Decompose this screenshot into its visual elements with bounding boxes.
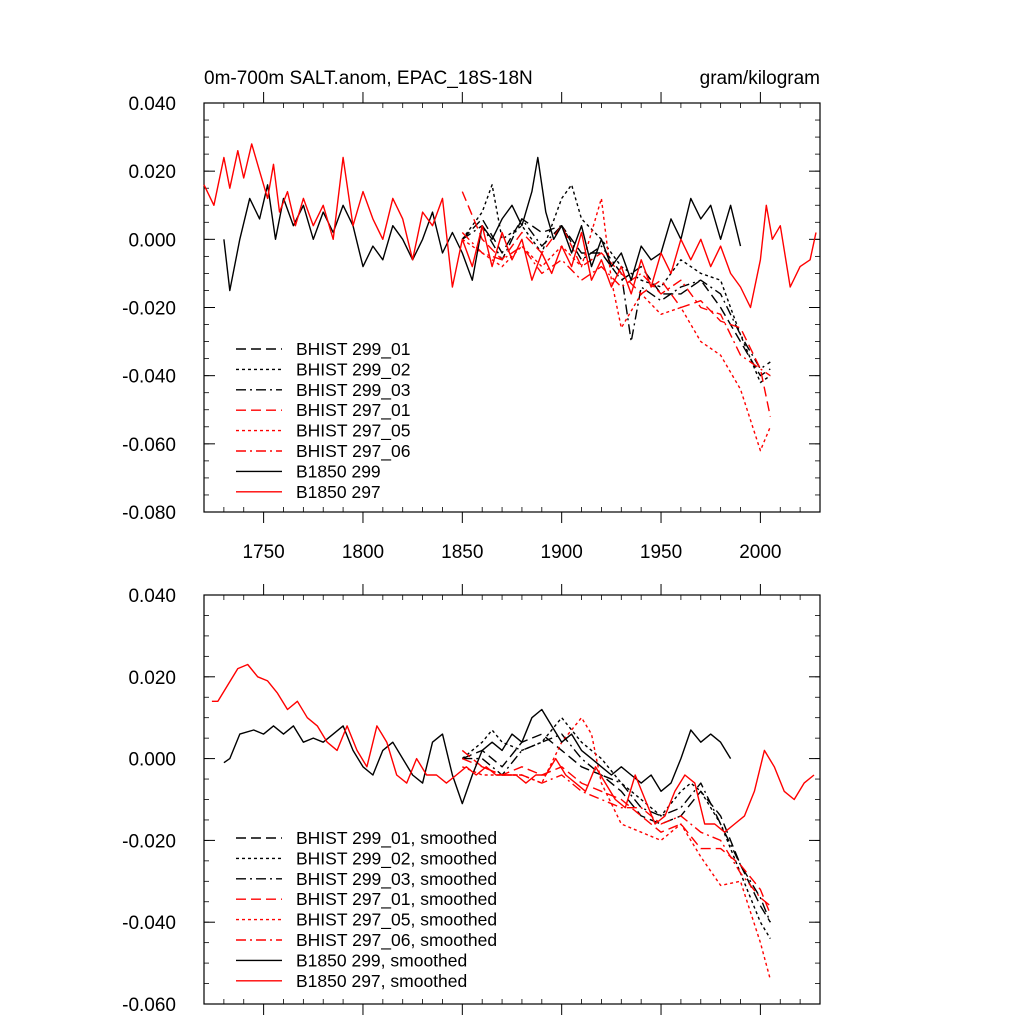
series-line	[223, 708, 732, 805]
y-tick-label: -0.020	[122, 299, 176, 320]
chart-title: 0m-700m SALT.anom, EPAC_18S-18N	[204, 68, 533, 89]
raw-chart-panel: -0.080 -0.060 -0.040 -0.020 0.000 0.020 0.040 1…	[122, 92, 821, 563]
legend-label: BHIST 297_05, smoothed	[296, 910, 497, 931]
series-line	[203, 143, 817, 309]
series-line	[461, 218, 771, 370]
series-line	[461, 218, 771, 377]
series-line	[461, 717, 771, 939]
legend-label: BHIST 297_06	[296, 441, 410, 462]
series-line	[462, 717, 771, 980]
series-line	[462, 733, 771, 923]
y-tick-label: 0.040	[128, 94, 176, 115]
legend-label: B1850 297	[296, 482, 381, 502]
legend-label: B1850 299	[296, 461, 381, 481]
legend-label: B1850 297, smoothed	[296, 971, 467, 991]
y-tick-label: -0.040	[122, 367, 176, 388]
legend-label: BHIST 297_01, smoothed	[296, 889, 497, 910]
x-tick-label: 1900	[541, 542, 583, 563]
x-tick-label: 2000	[739, 542, 781, 563]
x-tick-label: 1950	[640, 542, 682, 563]
y-tick-label: -0.080	[122, 503, 176, 524]
legend-label: BHIST 297_05	[296, 421, 410, 442]
series-line	[461, 232, 771, 377]
smoothed-chart-panel: -0.060 -0.040 -0.020 0.000 0.020 0.040 BHIST 2…	[122, 584, 821, 1016]
y-tick-label: -0.040	[122, 913, 176, 934]
series-line	[462, 757, 771, 907]
series-line	[223, 156, 742, 292]
y-tick-label: -0.060	[122, 995, 176, 1016]
x-tick-label: 1850	[441, 542, 483, 563]
series-line	[461, 191, 771, 417]
series-line	[461, 749, 771, 915]
legend-label: BHIST 299_02	[296, 359, 410, 380]
legend-label: BHIST 299_03	[296, 380, 410, 401]
series-line	[461, 197, 771, 452]
series-line	[211, 663, 815, 833]
series-line	[462, 733, 771, 923]
y-tick-label: 0.000	[128, 230, 176, 251]
legend-label: BHIST 299_02, smoothed	[296, 848, 497, 869]
legend-label: BHIST 297_06, smoothed	[296, 930, 497, 951]
legend-label: BHIST 299_01, smoothed	[296, 828, 497, 849]
y-tick-label: 0.020	[128, 162, 176, 183]
y-tick-label: 0.040	[128, 586, 176, 607]
legend-label: BHIST 299_03, smoothed	[296, 869, 497, 890]
x-tick-label: 1750	[242, 542, 284, 563]
legend-label: BHIST 297_01	[296, 400, 410, 421]
x-tick-label: 1800	[342, 542, 384, 563]
units-label: gram/kilogram	[700, 68, 820, 89]
y-tick-label: -0.060	[122, 435, 176, 456]
y-tick-label: -0.020	[122, 831, 176, 852]
legend-label: BHIST 299_01	[296, 339, 410, 360]
y-tick-label: 0.000	[128, 750, 176, 771]
series-line	[461, 184, 771, 384]
legend-label: B1850 299, smoothed	[296, 950, 467, 970]
y-tick-label: 0.020	[128, 668, 176, 689]
